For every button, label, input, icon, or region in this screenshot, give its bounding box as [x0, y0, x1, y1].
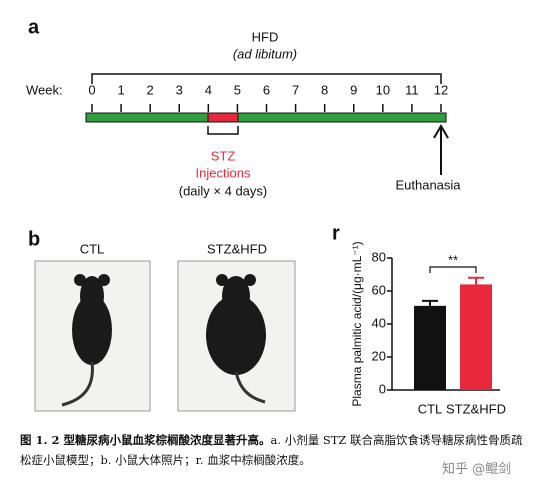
week-number: 6: [263, 82, 270, 97]
end: Euthanasia: [395, 177, 461, 192]
arrow: [433, 124, 449, 175]
significance: **: [448, 252, 458, 267]
x-tick-label: STZ&HFD: [446, 401, 506, 416]
y-axis-label: Plasma palmitic acid/(μg·mL⁻¹): [350, 241, 364, 406]
week-number: 12: [434, 82, 448, 97]
y-tick-label: 40: [372, 315, 386, 330]
week-number: 5: [234, 82, 241, 97]
week-number: 3: [176, 82, 183, 97]
error-bar: [468, 276, 484, 285]
error-bar: [422, 299, 438, 306]
photo-label: STZ&HFD: [207, 241, 267, 256]
week-number: 1: [117, 82, 124, 97]
week-number: 4: [205, 82, 212, 97]
figure-graphics: a HFD (ad libitum) Week: STZ Injections …: [26, 16, 506, 416]
y-tick-label: 80: [372, 249, 386, 264]
week-label: Week:: [26, 82, 63, 97]
mouse: [206, 274, 266, 404]
hfd-note: (ad libitum): [233, 46, 297, 61]
week-number: 10: [376, 82, 390, 97]
hfd-bar: [85, 112, 447, 123]
week-number: 8: [321, 82, 328, 97]
week-number: 0: [88, 82, 95, 97]
week-number: 11: [405, 82, 419, 97]
watermark: 知乎 @鲲剑: [442, 462, 512, 477]
y-tick-label: 20: [372, 348, 386, 363]
bar: [414, 305, 446, 390]
caption-title: 图 1. 2 型糖尿病小鼠血浆棕榈酸浓度显著升高。: [20, 433, 271, 447]
stz-bar: [207, 112, 239, 123]
hfd: HFD: [252, 29, 279, 44]
panel-label: r: [332, 222, 340, 244]
brace: [207, 126, 239, 135]
stz-note: (daily × 4 days): [179, 183, 268, 198]
caption-text: a. 小剂量 STZ 联合高脂饮食诱导糖尿病性骨质疏松症小鼠模型；b. 小鼠大体…: [20, 433, 523, 467]
brace: [91, 73, 442, 84]
panel-label: b: [28, 228, 40, 250]
y-tick-label: 60: [372, 282, 386, 297]
week-number: 7: [292, 82, 299, 97]
x-tick-label: CTL: [418, 401, 443, 416]
y-tick-label: 0: [379, 381, 386, 396]
week-number: 9: [350, 82, 357, 97]
stz: STZ: [211, 148, 236, 163]
stz-line2: Injections: [196, 165, 251, 180]
mouse: [61, 274, 112, 407]
week-number: 2: [147, 82, 154, 97]
photo-label: CTL: [80, 241, 105, 256]
significance-bracket: [429, 266, 477, 273]
panel-label: a: [28, 16, 40, 38]
caption: 图 1. 2 型糖尿病小鼠血浆棕榈酸浓度显著升高。a. 小剂量 STZ 联合高脂…: [20, 430, 525, 470]
bar: [460, 284, 492, 390]
